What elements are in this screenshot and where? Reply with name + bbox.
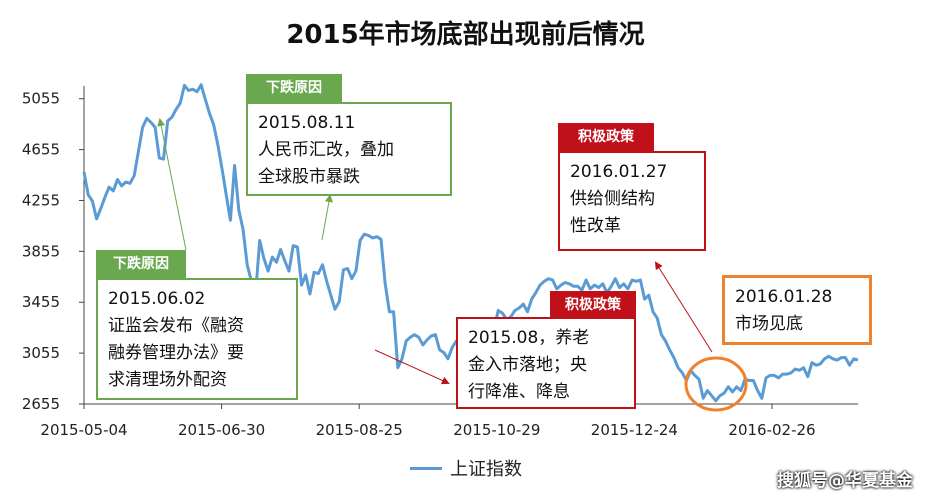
bottom-highlight-circle bbox=[684, 356, 748, 412]
annotation-tag-2: 下跌原因 bbox=[246, 74, 342, 102]
y-tick-label: 2655 bbox=[22, 395, 60, 413]
y-tick-label: 4255 bbox=[22, 191, 60, 209]
annotation-tag-4: 积极政策 bbox=[558, 123, 654, 151]
x-axis: 2015-05-04 2015-06-30 2015-08-25 2015-10-29… bbox=[40, 403, 858, 439]
annotation-box-2: 2015.08.11 人民币汇改，叠加 全球股市暴跌 bbox=[246, 102, 452, 196]
y-tick-label: 3455 bbox=[22, 293, 60, 311]
annotation-box-4: 2016.01.27 供给侧结构 性改革 bbox=[558, 151, 706, 251]
annotation-arrow-4 bbox=[654, 261, 713, 353]
x-tick-label: 2015-05-04 bbox=[40, 421, 127, 439]
x-tick-label: 2016-02-26 bbox=[728, 421, 815, 439]
annotation-tag-1: 下跌原因 bbox=[96, 250, 186, 278]
x-tick-label: 2015-12-24 bbox=[591, 421, 678, 439]
annotation-arrow-1 bbox=[157, 118, 187, 251]
y-tick-label: 3855 bbox=[22, 242, 60, 260]
x-tick-label: 2015-08-25 bbox=[316, 421, 403, 439]
chart-title: 2015年市场底部出现前后情况 bbox=[286, 20, 645, 50]
y-axis: 5055 4655 4255 3855 3455 3055 2655 bbox=[22, 86, 85, 413]
legend-label: 上证指数 bbox=[450, 459, 522, 480]
annotation-box-5: 2016.01.28 市场见底 bbox=[722, 275, 872, 345]
y-tick-label: 5055 bbox=[22, 90, 60, 108]
annotation-box-1: 2015.06.02 证监会发布《融资 融券管理办法》要 求清理场外配资 bbox=[96, 278, 298, 400]
annotation-tag-3: 积极政策 bbox=[550, 291, 636, 319]
y-tick-label: 3055 bbox=[22, 344, 60, 362]
legend-swatch bbox=[410, 466, 442, 470]
y-tick-label: 4655 bbox=[22, 141, 60, 159]
x-tick-label: 2015-06-30 bbox=[178, 421, 265, 439]
annotation-pointers bbox=[157, 118, 748, 412]
x-tick-label: 2015-10-29 bbox=[453, 421, 540, 439]
annotation-arrow-3 bbox=[374, 349, 450, 385]
annotation-arrow-2 bbox=[321, 194, 333, 241]
legend: 上证指数 bbox=[410, 456, 522, 480]
watermark: 搜狐号@华夏基金 bbox=[777, 471, 913, 491]
annotation-box-3: 2015.08，养老 金入市落地；央 行降准、降息 bbox=[456, 317, 636, 409]
